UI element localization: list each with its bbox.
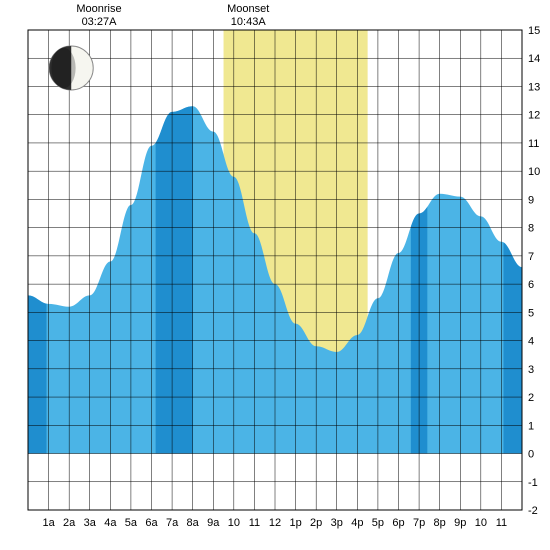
y-tick-label: 2 — [528, 392, 534, 404]
y-tick-label: -1 — [528, 477, 538, 489]
x-tick-label: 10 — [228, 517, 240, 529]
y-tick-label: 6 — [528, 279, 534, 291]
y-tick-label: 8 — [528, 223, 534, 235]
y-tick-label: 9 — [528, 194, 534, 206]
x-tick-label: 11 — [496, 517, 507, 529]
y-tick-label: 10 — [528, 166, 540, 178]
x-tick-label: 2a — [63, 517, 76, 529]
x-tick-label: 6a — [145, 517, 158, 529]
x-tick-label: 11 — [249, 517, 260, 529]
y-tick-label: 14 — [528, 53, 540, 65]
moonrise-label: Moonrise — [76, 3, 121, 15]
x-tick-label: 1a — [42, 517, 55, 529]
y-tick-label: 0 — [528, 449, 534, 461]
y-tick-label: 7 — [528, 251, 534, 263]
x-tick-label: 5p — [372, 517, 384, 529]
y-tick-label: -2 — [528, 505, 538, 517]
tide-chart: -2-101234567891011121314151a2a3a4a5a6a7a… — [0, 0, 550, 550]
x-tick-label: 6p — [392, 517, 404, 529]
x-tick-label: 3a — [84, 517, 97, 529]
x-tick-label: 1p — [289, 517, 301, 529]
chart-svg: -2-101234567891011121314151a2a3a4a5a6a7a… — [0, 0, 550, 550]
x-tick-label: 8p — [434, 517, 446, 529]
y-tick-label: 12 — [528, 110, 540, 122]
y-tick-label: 15 — [528, 25, 540, 37]
y-tick-label: 11 — [528, 138, 539, 150]
x-tick-label: 4a — [104, 517, 117, 529]
x-tick-label: 9p — [454, 517, 466, 529]
x-tick-label: 12 — [269, 517, 281, 529]
moonset-time: 10:43A — [231, 16, 267, 28]
x-tick-label: 9a — [207, 517, 220, 529]
y-tick-label: 3 — [528, 364, 534, 376]
x-tick-label: 3p — [331, 517, 343, 529]
y-tick-label: 4 — [528, 336, 534, 348]
x-tick-label: 2p — [310, 517, 322, 529]
y-tick-label: 1 — [528, 420, 534, 432]
y-tick-label: 13 — [528, 81, 540, 93]
x-tick-label: 10 — [475, 517, 487, 529]
moonset-label: Moonset — [227, 3, 269, 15]
x-tick-label: 8a — [187, 517, 200, 529]
moonrise-time: 03:27A — [82, 16, 118, 28]
y-tick-label: 5 — [528, 307, 534, 319]
moon-phase-icon — [49, 46, 93, 90]
x-tick-label: 7a — [166, 517, 179, 529]
x-tick-label: 5a — [125, 517, 138, 529]
x-tick-label: 4p — [351, 517, 363, 529]
x-tick-label: 7p — [413, 517, 425, 529]
